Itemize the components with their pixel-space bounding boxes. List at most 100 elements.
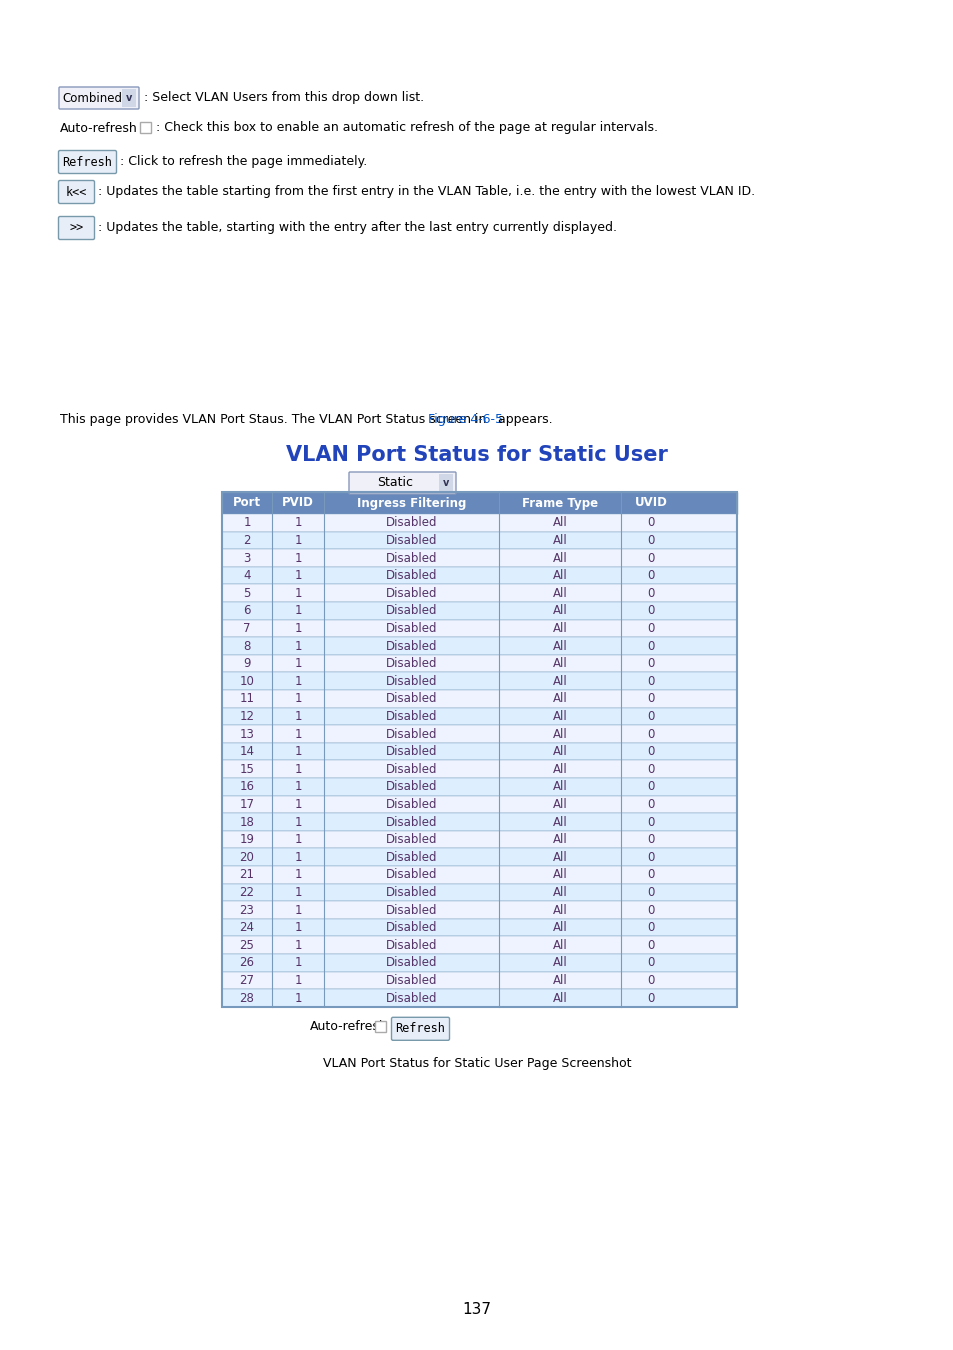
- Text: Disabled: Disabled: [385, 763, 436, 776]
- Text: 0: 0: [647, 938, 654, 952]
- Text: Disabled: Disabled: [385, 728, 436, 741]
- Text: Disabled: Disabled: [385, 868, 436, 882]
- Text: 1: 1: [294, 728, 301, 741]
- Text: 1: 1: [294, 605, 301, 617]
- Text: Disabled: Disabled: [385, 570, 436, 582]
- Text: : Updates the table, starting with the entry after the last entry currently disp: : Updates the table, starting with the e…: [98, 221, 617, 235]
- Text: All: All: [552, 710, 567, 722]
- Text: 22: 22: [239, 886, 254, 899]
- Text: All: All: [552, 693, 567, 705]
- Text: All: All: [552, 745, 567, 759]
- Text: 1: 1: [294, 587, 301, 599]
- Text: 137: 137: [462, 1303, 491, 1318]
- Text: 1: 1: [294, 657, 301, 670]
- Text: 1: 1: [294, 833, 301, 846]
- Bar: [222, 937, 737, 954]
- Text: All: All: [552, 850, 567, 864]
- Bar: [222, 760, 737, 778]
- Text: 0: 0: [647, 850, 654, 864]
- Text: 1: 1: [294, 570, 301, 582]
- Bar: [222, 813, 737, 830]
- Text: 11: 11: [239, 693, 254, 705]
- Text: 28: 28: [239, 991, 254, 1004]
- Bar: [222, 491, 737, 1007]
- Text: 1: 1: [294, 763, 301, 776]
- Text: 1: 1: [294, 886, 301, 899]
- Text: 1: 1: [294, 640, 301, 652]
- Text: 0: 0: [647, 815, 654, 829]
- FancyBboxPatch shape: [58, 216, 94, 239]
- Text: 0: 0: [647, 533, 654, 547]
- Text: All: All: [552, 657, 567, 670]
- Text: Disabled: Disabled: [385, 605, 436, 617]
- Text: 1: 1: [294, 780, 301, 794]
- Text: VLAN Port Status for Static User Page Screenshot: VLAN Port Status for Static User Page Sc…: [322, 1057, 631, 1071]
- Text: >>: >>: [70, 221, 84, 235]
- Text: 0: 0: [647, 622, 654, 634]
- Text: 0: 0: [647, 886, 654, 899]
- Text: All: All: [552, 798, 567, 811]
- Text: 0: 0: [647, 710, 654, 722]
- Text: All: All: [552, 728, 567, 741]
- Text: 1: 1: [294, 991, 301, 1004]
- Text: This page provides VLAN Port Staus. The VLAN Port Status screen in: This page provides VLAN Port Staus. The …: [60, 413, 490, 427]
- Text: 8: 8: [243, 640, 251, 652]
- Bar: [222, 567, 737, 585]
- Text: Combined: Combined: [62, 92, 122, 104]
- Text: 1: 1: [294, 973, 301, 987]
- FancyBboxPatch shape: [58, 181, 94, 204]
- Bar: [222, 902, 737, 919]
- Bar: [222, 707, 737, 725]
- Text: 17: 17: [239, 798, 254, 811]
- Text: Disabled: Disabled: [385, 657, 436, 670]
- Bar: [222, 795, 737, 813]
- Bar: [122, 89, 136, 107]
- Text: k<<: k<<: [66, 185, 87, 198]
- Bar: [222, 549, 737, 567]
- Text: 0: 0: [647, 552, 654, 564]
- Text: All: All: [552, 780, 567, 794]
- Text: 0: 0: [647, 973, 654, 987]
- Bar: [222, 620, 737, 637]
- Text: All: All: [552, 956, 567, 969]
- Text: All: All: [552, 570, 567, 582]
- Text: v: v: [442, 478, 449, 487]
- Bar: [222, 919, 737, 937]
- Text: All: All: [552, 675, 567, 687]
- Text: 24: 24: [239, 921, 254, 934]
- Text: : Check this box to enable an automatic refresh of the page at regular intervals: : Check this box to enable an automatic …: [156, 122, 658, 135]
- Text: All: All: [552, 991, 567, 1004]
- Text: 0: 0: [647, 605, 654, 617]
- Text: Frame Type: Frame Type: [521, 497, 598, 509]
- Text: PVID: PVID: [282, 497, 314, 509]
- Text: Disabled: Disabled: [385, 533, 436, 547]
- Text: 0: 0: [647, 903, 654, 917]
- Text: Disabled: Disabled: [385, 798, 436, 811]
- Text: 0: 0: [647, 991, 654, 1004]
- Text: All: All: [552, 921, 567, 934]
- Text: Disabled: Disabled: [385, 903, 436, 917]
- Text: 1: 1: [294, 921, 301, 934]
- Text: 1: 1: [294, 868, 301, 882]
- Text: 0: 0: [647, 675, 654, 687]
- Text: 5: 5: [243, 587, 251, 599]
- Text: Disabled: Disabled: [385, 745, 436, 759]
- Text: 13: 13: [239, 728, 254, 741]
- Text: 20: 20: [239, 850, 254, 864]
- Text: 16: 16: [239, 780, 254, 794]
- Text: 0: 0: [647, 516, 654, 529]
- Text: 0: 0: [647, 798, 654, 811]
- Text: 12: 12: [239, 710, 254, 722]
- Bar: [222, 532, 737, 549]
- Bar: [222, 848, 737, 865]
- Text: : Updates the table starting from the first entry in the VLAN Table, i.e. the en: : Updates the table starting from the fi…: [98, 185, 755, 198]
- Text: 1: 1: [294, 956, 301, 969]
- Text: 1: 1: [294, 815, 301, 829]
- Text: : Select VLAN Users from this drop down list.: : Select VLAN Users from this drop down …: [144, 92, 424, 104]
- Bar: [222, 690, 737, 707]
- Text: All: All: [552, 552, 567, 564]
- Text: Disabled: Disabled: [385, 552, 436, 564]
- Text: 0: 0: [647, 587, 654, 599]
- Text: 1: 1: [294, 710, 301, 722]
- Text: Port: Port: [233, 497, 261, 509]
